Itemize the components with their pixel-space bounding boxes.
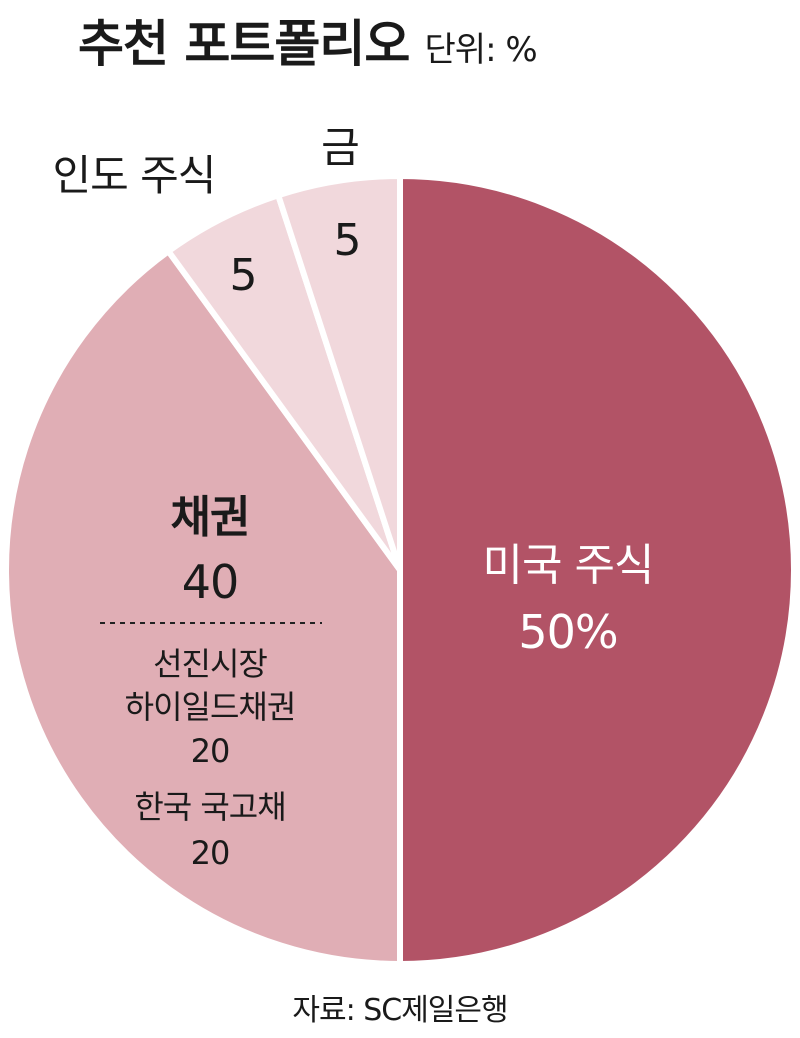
source-note: 자료: SC제일은행 [292, 993, 508, 1028]
pie-slice [397, 173, 797, 967]
pie-slice [3, 248, 403, 967]
chart-header: 추천 포트폴리오 단위: % [78, 4, 538, 76]
pie-slice [275, 173, 403, 573]
slice-label: 미국 주식 [483, 540, 654, 591]
slice-value: 5 [334, 215, 361, 266]
sub-item-label: 한국 국고채 [134, 788, 285, 826]
chart-unit: 단위: % [424, 30, 538, 70]
sub-item-value: 20 [191, 834, 230, 872]
slice-value: 40 [182, 555, 239, 609]
slice-label: 채권 [171, 492, 250, 543]
slice-label: 인도 주식 [53, 151, 216, 200]
sub-item-label: 선진시장 [153, 645, 267, 683]
sub-item-value: 20 [191, 732, 230, 770]
slice-label: 금 [321, 123, 359, 172]
slice-value: 5 [230, 250, 257, 301]
sub-item-label: 하이일드채권 [125, 688, 296, 726]
chart-title: 추천 포트폴리오 [78, 15, 410, 73]
slice-value: 50% [518, 605, 617, 659]
